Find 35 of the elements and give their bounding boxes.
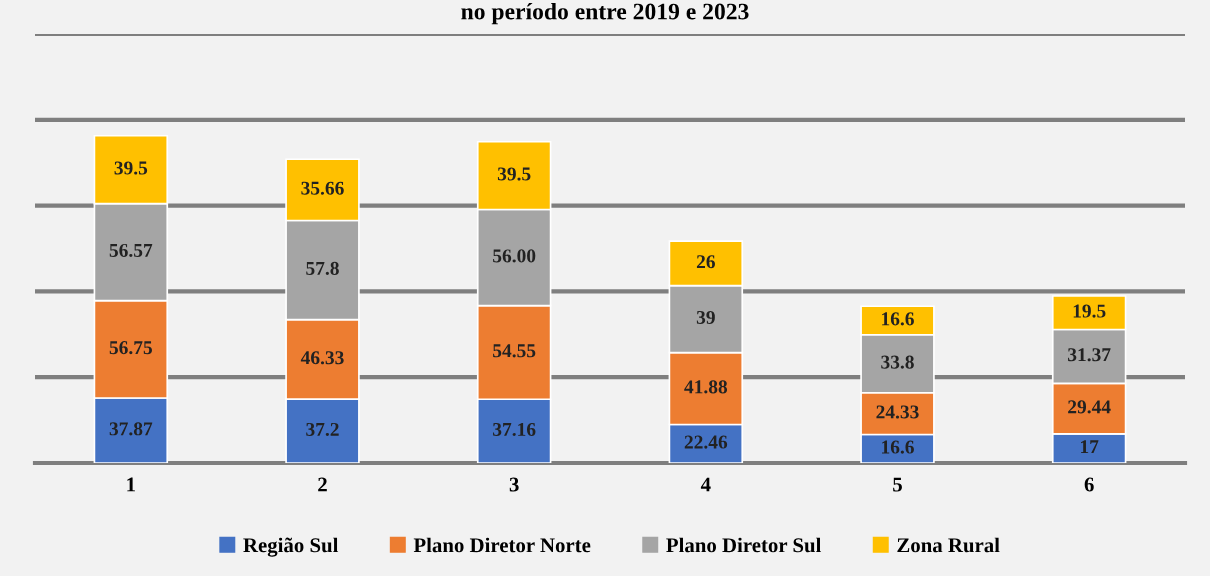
data-label: 56.75 (109, 341, 152, 355)
data-label: 29.44 (1068, 400, 1111, 414)
x-tick-label: 3 (509, 477, 519, 492)
data-label: 16.6 (882, 440, 914, 454)
data-label: 19.5 (1073, 304, 1106, 318)
legend-label: Plano Diretor Norte (413, 537, 591, 553)
data-label: 39.5 (114, 161, 148, 175)
data-label: 31.37 (1068, 348, 1111, 362)
data-label: 35.66 (301, 181, 344, 195)
chart-title: no período entre 2019 e 2023 (461, 2, 749, 25)
data-label: 56.57 (109, 243, 153, 258)
x-tick-label: 1 (127, 477, 135, 492)
data-label: 57.8 (306, 261, 339, 276)
data-label: 56.00 (493, 249, 536, 263)
data-label: 26 (696, 255, 715, 269)
data-label: 16.6 (882, 312, 914, 326)
data-label: 37.16 (493, 422, 536, 437)
data-label: 37.2 (306, 422, 339, 437)
x-tick-label: 5 (893, 477, 902, 492)
legend-label: Plano Diretor Sul (666, 537, 822, 553)
data-label: 33.8 (881, 355, 914, 369)
data-label: 17 (1081, 440, 1099, 454)
legend-label: Zona Rural (897, 537, 1000, 553)
data-label: 41.88 (684, 380, 728, 394)
x-tick-label: 6 (1084, 477, 1094, 492)
data-label: 22.46 (684, 435, 728, 449)
data-label: 39 (696, 310, 715, 324)
data-label: 24.33 (876, 405, 919, 419)
x-tick-label: 4 (700, 477, 711, 492)
data-label: 54.55 (493, 344, 536, 358)
data-label: 37.87 (109, 422, 153, 436)
x-tick-label: 2 (318, 477, 327, 492)
data-label: 39.5 (497, 167, 531, 181)
legend-label: Região Sul (243, 537, 339, 557)
data-label: 46.33 (300, 351, 344, 365)
